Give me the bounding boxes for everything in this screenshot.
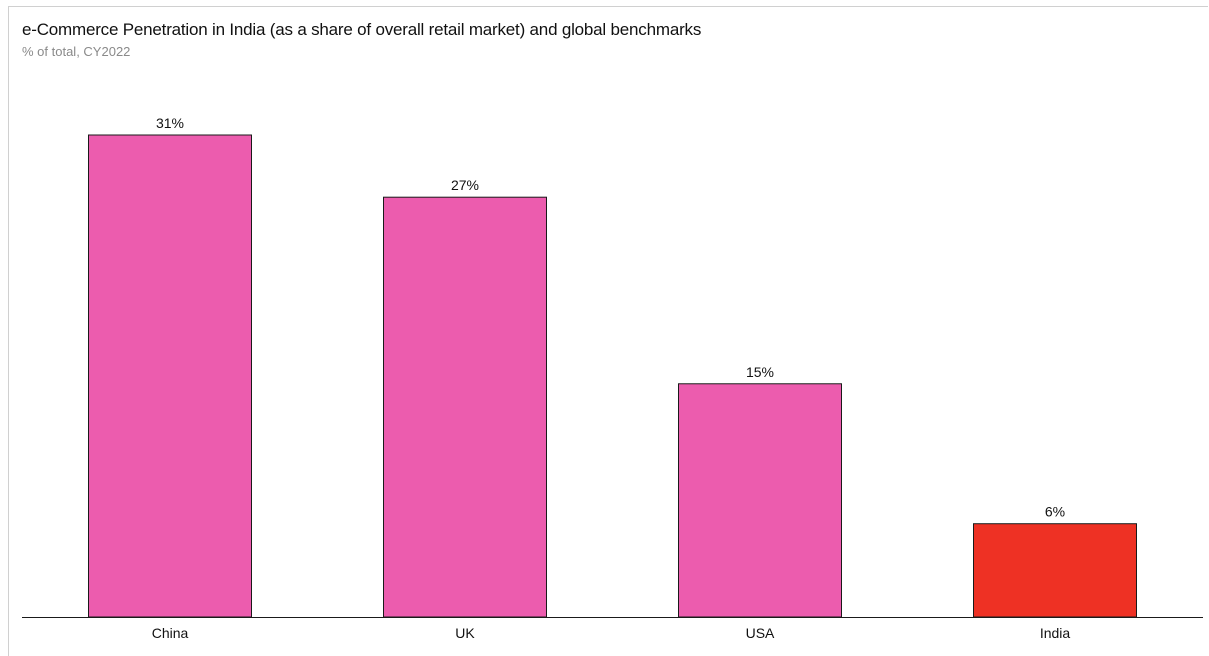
data-label-china: 31%: [156, 115, 184, 131]
x-tick-label-usa: USA: [746, 625, 775, 641]
chart-title: e-Commerce Penetration in India (as a sh…: [22, 20, 702, 39]
x-tick-label-china: China: [152, 625, 189, 641]
bar-usa: [678, 383, 842, 618]
chart-frame: [8, 6, 1208, 656]
x-tick-label-uk: UK: [455, 625, 475, 641]
data-label-india: 6%: [1045, 504, 1065, 520]
data-label-uk: 27%: [451, 177, 479, 193]
bar-china: [88, 134, 252, 618]
data-label-usa: 15%: [746, 364, 774, 380]
chart-subtitle: % of total, CY2022: [22, 44, 131, 59]
bar-india: [973, 523, 1137, 618]
x-tick-label-india: India: [1040, 625, 1071, 641]
bar-uk: [383, 196, 547, 618]
